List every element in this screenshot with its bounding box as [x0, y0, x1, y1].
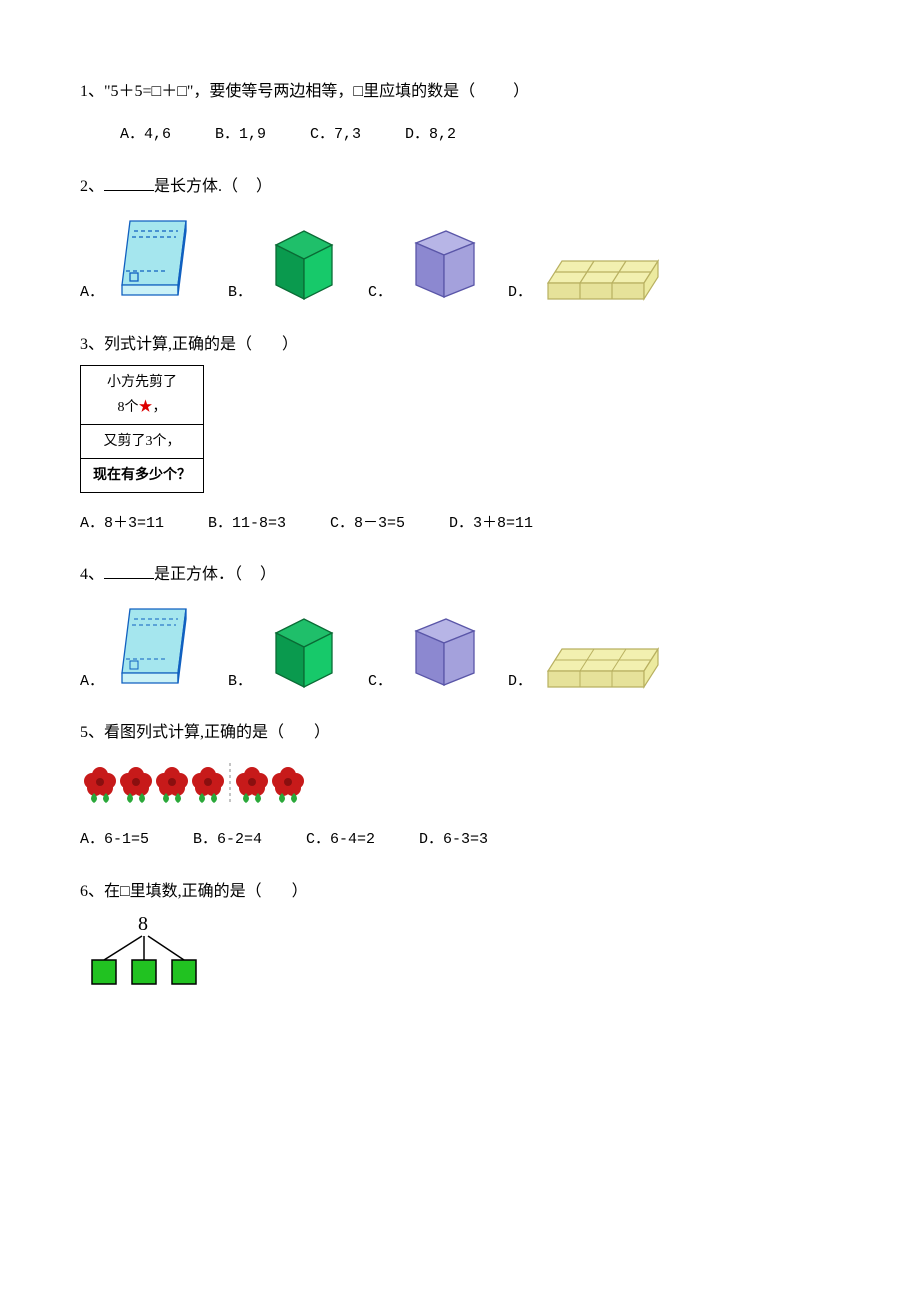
q6-text: 6、在□里填数,正确的是（	[80, 883, 262, 900]
q5-opt-d[interactable]: D．6-3=3	[419, 829, 488, 852]
yellow-slab-icon	[536, 631, 676, 693]
q2-cell-a[interactable]: A．	[80, 215, 204, 305]
q3-text: 3、列式计算,正确的是（	[80, 336, 252, 353]
q3-stem: 3、列式计算,正确的是（ ）	[80, 333, 860, 357]
q2-after: 是长方体.（	[154, 178, 238, 195]
q5-stem: 5、看图列式计算,正确的是（ ）	[80, 721, 860, 745]
number-split-icon: 8	[80, 912, 210, 990]
q2-cell-b[interactable]: B．	[228, 223, 344, 305]
q1-opt-b[interactable]: B．1,9	[215, 124, 266, 147]
q5-opt-c[interactable]: C．6-4=2	[306, 829, 375, 852]
q3-opt-a[interactable]: A．8＋3=11	[80, 513, 164, 536]
q6-stem: 6、在□里填数,正确的是（ ）	[80, 880, 860, 904]
q1-text: 1、"5＋5=□＋□"，要使等号两边相等，□里应填的数是（	[80, 83, 475, 100]
q2-cell-d[interactable]: D．	[508, 243, 676, 305]
q4-cell-b[interactable]: B．	[228, 611, 344, 693]
q3-opt-b[interactable]: B．11-8=3	[208, 513, 286, 536]
q3-options: A．8＋3=11 B．11-8=3 C．8－3=5 D．3＋8=11	[80, 511, 860, 536]
q3-text-after: ）	[282, 336, 298, 353]
q5-opt-a[interactable]: A．6-1=5	[80, 829, 149, 852]
q4-close: ）	[260, 566, 276, 583]
q2-label-b: B．	[228, 282, 252, 305]
yellow-slab-icon	[536, 243, 676, 305]
q1-options: A．4,6 B．1,9 C．7,3 D．8,2	[120, 122, 860, 147]
q4-label-d: D．	[508, 671, 532, 694]
question-3: 3、列式计算,正确的是（） 小方先剪了 8个★， 又剪了3个， 现在有多少个？ …	[80, 333, 860, 536]
q3-row1b: 8个	[118, 400, 139, 415]
q6-text-after: ）	[292, 883, 308, 900]
q3-opt-c[interactable]: C．8－3=5	[330, 513, 405, 536]
q2-images: A． B．	[80, 215, 860, 305]
q2-close: ）	[256, 178, 272, 195]
q4-cell-d[interactable]: D．	[508, 631, 676, 693]
q4-blank	[104, 564, 154, 579]
q3-row1a: 小方先剪了	[107, 375, 177, 390]
question-4: 4、 是正方体．（ ） A． B． C． D．	[80, 563, 860, 693]
purple-cube-icon	[396, 611, 484, 693]
star-icon: ★	[139, 400, 153, 415]
q5-text: 5、看图列式计算,正确的是（	[80, 724, 284, 741]
green-cube-icon	[256, 223, 344, 305]
q5-options: A．6-1=5 B．6-2=4 C．6-4=2 D．6-3=3	[80, 827, 860, 852]
question-6: 6、在□里填数,正确的是（ ） 8	[80, 880, 860, 990]
q2-before: 2、	[80, 178, 104, 195]
q2-label-c: C．	[368, 282, 392, 305]
q4-after: 是正方体．（	[154, 566, 242, 583]
q2-label-d: D．	[508, 282, 532, 305]
q3-row3: 现在有多少个？	[81, 458, 204, 492]
q4-before: 4、	[80, 566, 104, 583]
q1-opt-a[interactable]: A．4,6	[120, 124, 171, 147]
q3-row1c: ，	[153, 400, 167, 415]
q4-cell-a[interactable]: A．	[80, 603, 204, 693]
q4-stem: 4、 是正方体．（ ）	[80, 563, 860, 587]
q2-cell-c[interactable]: C．	[368, 223, 484, 305]
q3-story-table: 小方先剪了 8个★， 又剪了3个， 现在有多少个？	[80, 365, 204, 493]
q4-cell-c[interactable]: C．	[368, 611, 484, 693]
q5-text-after: ）	[314, 724, 330, 741]
q4-images: A． B． C． D．	[80, 603, 860, 693]
q1-text-after: ）	[513, 83, 529, 100]
q5-opt-b[interactable]: B．6-2=4	[193, 829, 262, 852]
green-cube-icon	[256, 611, 344, 693]
q4-label-c: C．	[368, 671, 392, 694]
q6-diagram: 8	[80, 912, 860, 990]
q3-row2: 又剪了3个，	[81, 424, 204, 458]
question-1: 1、"5＋5=□＋□"，要使等号两边相等，□里应填的数是（ ） A．4,6 B．…	[80, 80, 860, 147]
q4-label-a: A．	[80, 671, 104, 694]
q2-stem: 2、 是长方体.（ ）	[80, 175, 860, 199]
book-icon	[108, 215, 204, 305]
q2-label-a: A．	[80, 282, 104, 305]
q3-opt-d[interactable]: D．3＋8=11	[449, 513, 533, 536]
q6-top-number: 8	[138, 913, 148, 935]
q1-stem: 1、"5＋5=□＋□"，要使等号两边相等，□里应填的数是（ ）	[80, 80, 860, 104]
purple-cube-icon	[396, 223, 484, 305]
q1-opt-c[interactable]: C．7,3	[310, 124, 361, 147]
book-icon	[108, 603, 204, 693]
question-5: 5、看图列式计算,正确的是（ ）	[80, 721, 860, 852]
q2-blank	[104, 175, 154, 190]
q1-opt-d[interactable]: D．8,2	[405, 124, 456, 147]
question-2: 2、 是长方体.（ ） A． B．	[80, 175, 860, 305]
q4-label-b: B．	[228, 671, 252, 694]
flowers-icon	[80, 759, 320, 809]
q5-flower-row	[80, 759, 860, 809]
